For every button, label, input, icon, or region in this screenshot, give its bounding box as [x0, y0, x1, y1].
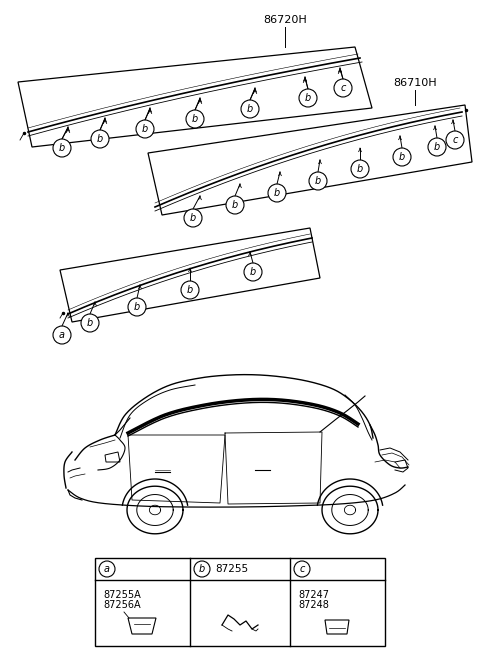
Text: b: b — [399, 152, 405, 162]
Text: b: b — [199, 564, 205, 574]
Text: b: b — [315, 176, 321, 186]
Text: b: b — [87, 318, 93, 328]
Text: b: b — [142, 124, 148, 134]
Circle shape — [136, 120, 154, 138]
Circle shape — [428, 138, 446, 156]
Circle shape — [226, 196, 244, 214]
Text: 86710H: 86710H — [393, 78, 437, 88]
Text: c: c — [300, 564, 305, 574]
Text: 87255A: 87255A — [103, 590, 141, 600]
Circle shape — [241, 100, 259, 118]
Text: b: b — [357, 164, 363, 174]
Text: a: a — [104, 564, 110, 574]
Text: c: c — [452, 135, 458, 145]
Text: b: b — [232, 200, 238, 210]
Circle shape — [309, 172, 327, 190]
Circle shape — [446, 131, 464, 149]
Circle shape — [186, 110, 204, 128]
Circle shape — [128, 298, 146, 316]
Circle shape — [268, 184, 286, 202]
Text: b: b — [250, 267, 256, 277]
Circle shape — [244, 263, 262, 281]
Circle shape — [181, 281, 199, 299]
Text: 87247: 87247 — [298, 590, 329, 600]
Text: b: b — [305, 93, 311, 103]
Circle shape — [53, 139, 71, 157]
Circle shape — [194, 561, 210, 577]
Circle shape — [53, 326, 71, 344]
Text: 87256A: 87256A — [103, 600, 141, 610]
Text: 86720H: 86720H — [263, 15, 307, 25]
Text: 87248: 87248 — [298, 600, 329, 610]
Text: b: b — [192, 114, 198, 124]
Text: a: a — [59, 330, 65, 340]
Circle shape — [184, 209, 202, 227]
Circle shape — [294, 561, 310, 577]
Text: b: b — [274, 188, 280, 198]
Circle shape — [393, 148, 411, 166]
Bar — [95, 558, 385, 646]
Circle shape — [81, 314, 99, 332]
Circle shape — [91, 130, 109, 148]
Circle shape — [299, 89, 317, 107]
Text: b: b — [190, 213, 196, 223]
Text: 87255: 87255 — [215, 564, 248, 574]
Text: b: b — [187, 285, 193, 295]
Text: b: b — [59, 143, 65, 153]
Circle shape — [334, 79, 352, 97]
Text: b: b — [247, 104, 253, 114]
Text: b: b — [434, 142, 440, 152]
Circle shape — [351, 160, 369, 178]
Text: c: c — [340, 83, 346, 93]
Text: b: b — [97, 134, 103, 144]
Circle shape — [99, 561, 115, 577]
Text: b: b — [134, 302, 140, 312]
